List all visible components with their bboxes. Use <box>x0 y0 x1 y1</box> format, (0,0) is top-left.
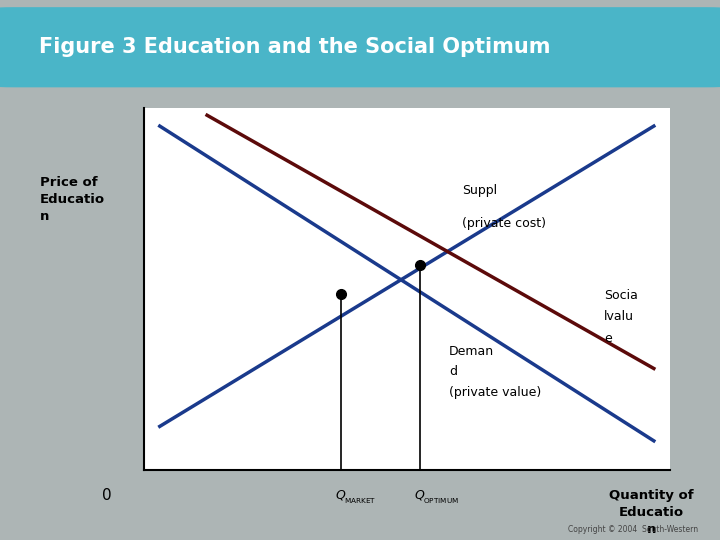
Text: 0: 0 <box>102 488 112 503</box>
Text: $_{\mathrm{OPTIMUM}}$: $_{\mathrm{OPTIMUM}}$ <box>423 496 459 506</box>
Text: Figure 3 Education and the Social Optimum: Figure 3 Education and the Social Optimu… <box>39 37 550 57</box>
Text: d: d <box>449 364 457 377</box>
Text: $_{\mathrm{MARKET}}$: $_{\mathrm{MARKET}}$ <box>343 496 376 506</box>
FancyBboxPatch shape <box>0 7 720 87</box>
Text: Deman: Deman <box>449 345 494 357</box>
Text: Quantity of
Educatio
n: Quantity of Educatio n <box>609 489 694 536</box>
Text: Suppl: Suppl <box>462 184 497 197</box>
Text: lvalu: lvalu <box>604 310 634 323</box>
Text: $Q$: $Q$ <box>414 488 426 502</box>
Text: e: e <box>604 332 612 345</box>
Text: $Q$: $Q$ <box>336 488 347 502</box>
Text: (private value): (private value) <box>449 386 541 399</box>
Text: Copyright © 2004  South-Western: Copyright © 2004 South-Western <box>568 524 698 534</box>
Text: (private cost): (private cost) <box>462 217 546 230</box>
Text: Socia: Socia <box>604 288 638 301</box>
Text: Price of
Educatio
n: Price of Educatio n <box>40 176 104 224</box>
